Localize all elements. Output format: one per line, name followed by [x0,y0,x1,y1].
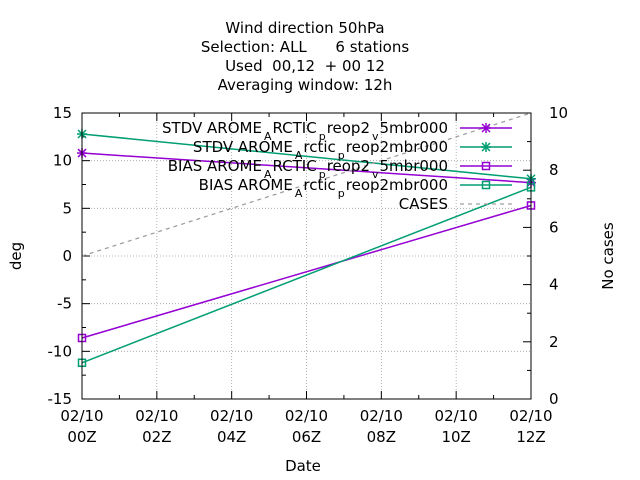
legend-text: rctic [303,138,335,156]
series-line [81,152,532,184]
x-tick-label: 04Z [217,428,246,446]
legend-text: STDV AROME [162,119,262,137]
x-tick-label: 02/10 [135,407,178,425]
y2-tick-label: 0 [549,390,559,408]
series-line [81,112,532,257]
series-line [81,186,532,364]
title-line: Averaging window: 12h [218,76,393,94]
y-tick-label: 10 [53,152,72,170]
x-tick-label: 06Z [292,428,321,446]
y2-tick-label: 10 [549,104,568,122]
legend-text: reop2mbr000 [346,176,448,194]
legend-text: STDV AROME [193,138,293,156]
y-tick-label: 5 [62,199,72,217]
y2-tick-label: 6 [549,218,559,236]
y2-axis-label: No cases [599,222,617,290]
legend-text: CASES [399,195,448,213]
x-tick-label: 08Z [367,428,396,446]
legend-subscript: p [319,168,326,181]
y-tick-label: 15 [53,104,72,122]
square-marker [481,161,491,171]
legend-subscript: A [264,130,272,143]
x-tick-label: 00Z [67,428,96,446]
legend-subscript: v [372,130,379,143]
legend-text: RCTIC [272,157,316,175]
y-axis-label: deg [7,242,25,270]
legend-text: RCTIC [272,119,316,137]
y2-tick-label: 2 [549,333,559,351]
legend-label: BIAS AROME ARCTIC preop2 v5mbr000 [168,157,448,181]
x-tick-label: 02/10 [360,407,403,425]
legend-text: reop2 [327,157,370,175]
legend-label: BIAS AROME Arctic preop2mbr000 [199,176,448,200]
legend-text: reop2 [327,119,370,137]
x-tick-label: 12Z [516,428,545,446]
star-marker [481,123,491,133]
y-tick-label: -15 [48,390,73,408]
series-line [81,204,532,339]
x-tick-label: 02/10 [210,407,253,425]
x-axis-label: Date [285,457,321,475]
legend-text: BIAS AROME [168,157,262,175]
square-marker [481,180,491,190]
x-tick-label: 02Z [142,428,171,446]
axis-ticks: -15 -10 -5 0 5 10 15 0 2 4 6 8 10 02/10 00Z 02/10 02Z 02/… [48,104,569,446]
x-tick-label: 10Z [441,428,470,446]
x-tick-label: 02/10 [285,407,328,425]
legend-label: STDV AROME Arctic preop2mbr000 [193,138,448,162]
legend-subscript: p [319,130,326,143]
legend-text: reop2mbr000 [346,138,448,156]
y2-tick-label: 4 [549,276,559,294]
legend-text: 5mbr000 [380,119,448,137]
title-line: Wind direction 50hPa [225,19,384,37]
legend-text: rctic [303,176,335,194]
star-marker [481,142,491,152]
legend-subscript: v [372,168,379,181]
legend-subscript: A [295,149,303,162]
x-tick-label: 02/10 [60,407,103,425]
legend-text: BIAS AROME [199,176,293,194]
x-tick-label: 02/10 [435,407,478,425]
legend-text: 5mbr000 [380,157,448,175]
series-line [81,133,532,180]
x-tick-label: 02/10 [509,407,552,425]
legend-subscript: A [295,187,303,200]
legend-subscript: A [264,168,272,181]
legend-subscript: p [338,187,345,200]
title-line: Used 00,12 + 00 12 [225,57,385,75]
legend-label: STDV AROME ARCTIC preop2 v5mbr000 [162,119,448,143]
title-line: Selection: ALL 6 stations [201,38,409,56]
plot-frame [81,112,532,400]
legend-subscript: p [338,149,345,162]
chart-title: Wind direction 50hPa Selection: ALL 6 st… [201,19,409,94]
y-tick-label: 0 [62,247,72,265]
y2-tick-label: 8 [549,161,559,179]
legend-label: CASES [399,195,448,213]
y-tick-label: -5 [57,295,72,313]
y-tick-label: -10 [48,342,73,360]
